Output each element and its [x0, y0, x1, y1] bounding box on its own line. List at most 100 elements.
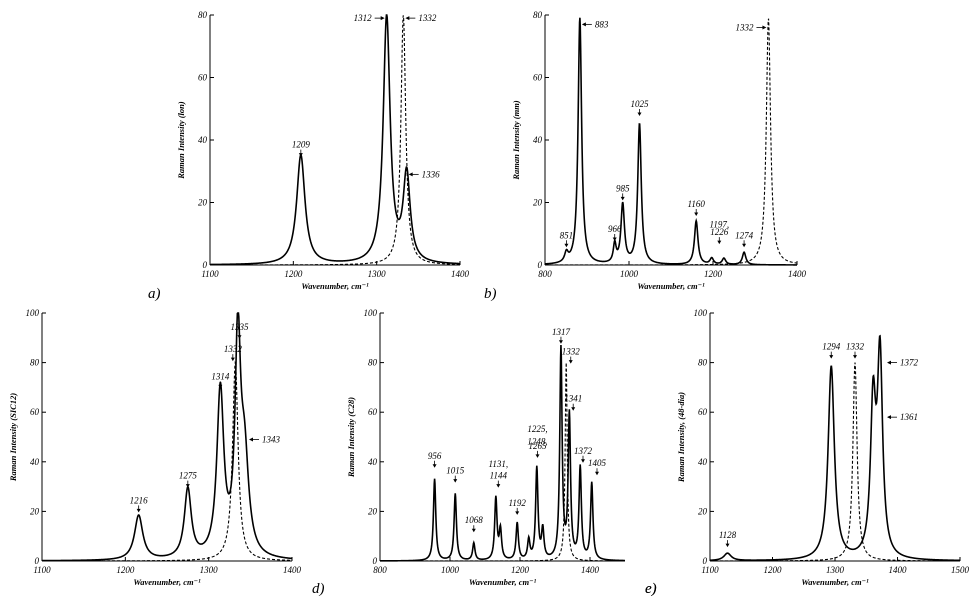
peak-label: 1192: [509, 498, 527, 508]
peak-label: 1317: [552, 327, 571, 337]
y-tick-label: 60: [368, 407, 378, 417]
x-axis-label: Wavenumber, cm⁻¹: [301, 281, 369, 291]
peak-label: 1275: [179, 471, 198, 481]
y-tick-label: 0: [538, 260, 543, 270]
y-axis-label: Raman Intensity (lon): [176, 101, 186, 180]
x-tick-label: 800: [538, 269, 552, 279]
x-tick-label: 1200: [116, 565, 135, 575]
peak-arrowhead: [230, 357, 235, 362]
y-tick-label: 20: [533, 198, 543, 208]
x-axis-label: Wavenumber, cm⁻¹: [637, 281, 705, 291]
y-tick-label: 100: [26, 308, 40, 318]
x-tick-label: 1000: [441, 565, 460, 575]
y-axis-label: Raman Intensity (mm): [511, 100, 521, 181]
x-tick-label: 1100: [33, 565, 51, 575]
peak-label: 1343: [262, 434, 281, 444]
y-axis-label: Raman Intensity (SIC12): [8, 393, 18, 482]
peak-label: 1131,: [489, 459, 509, 469]
panel-label: e): [645, 581, 657, 596]
series-line-structure: [41, 312, 293, 562]
peak-arrowhead: [853, 355, 857, 359]
y-tick-label: 100: [364, 308, 378, 318]
panel-4: 1100 1200 1300 1400 1500 0 20 40 60 80 100 Wavenumb…: [645, 308, 970, 596]
panel-1: 800 1000 1200 1400 0 20 40 60 80 Wavenumber, cm⁻¹…: [484, 10, 807, 302]
y-tick-label: 60: [533, 73, 543, 83]
peak-label: 1405: [588, 458, 607, 468]
x-tick-label: 1200: [764, 565, 783, 575]
y-tick-label: 60: [698, 407, 708, 417]
peak-label: 1314: [211, 371, 230, 381]
peak-label: 1025: [631, 99, 650, 109]
series-line-diamond: [710, 362, 960, 562]
x-tick-label: 1400: [451, 269, 470, 279]
x-tick-label: 1400: [788, 269, 807, 279]
peak-arrowhead: [717, 240, 722, 245]
y-tick-label: 80: [30, 358, 40, 368]
y-tick-label: 20: [198, 198, 208, 208]
peak-arrowhead: [496, 484, 501, 488]
y-tick-label: 40: [30, 457, 40, 467]
peak-arrowhead: [887, 415, 891, 420]
y-tick-label: 80: [198, 10, 208, 20]
x-tick-label: 1400: [889, 565, 908, 575]
x-tick-label: 1000: [620, 269, 639, 279]
y-tick-label: 40: [698, 457, 708, 467]
peak-arrowhead: [742, 243, 747, 248]
peak-label: 1294: [822, 342, 841, 352]
y-tick-label: 20: [368, 506, 378, 516]
peak-arrowhead: [581, 459, 585, 463]
series-line-structure: [544, 17, 797, 266]
y-axis-label: Raman Intensity (C28): [346, 397, 356, 478]
peak-arrowhead: [725, 543, 730, 548]
y-tick-label: 0: [373, 556, 378, 566]
peak-label: 1248,: [527, 436, 547, 446]
peak-arrowhead: [237, 335, 242, 339]
y-tick-label: 60: [30, 407, 40, 417]
peak-arrowhead: [298, 153, 303, 157]
x-tick-label: 1100: [201, 269, 219, 279]
peak-arrowhead: [568, 360, 573, 364]
peak-label: 1312: [354, 13, 373, 23]
peak-arrowhead: [762, 25, 767, 30]
peak-label: 1226: [710, 227, 729, 237]
x-tick-label: 1500: [951, 565, 970, 575]
peak-arrowhead: [637, 112, 642, 116]
peak-label: 1361: [900, 412, 918, 422]
peak-label: 1332: [846, 342, 865, 352]
panel-label: d): [312, 581, 325, 596]
y-tick-label: 80: [698, 358, 708, 368]
peak-label: 1372: [574, 446, 593, 456]
peak-label: 1332: [224, 344, 243, 354]
y-tick-label: 0: [35, 556, 40, 566]
x-tick-label: 800: [373, 565, 387, 575]
peak-label: 1128: [719, 530, 737, 540]
peak-label: 985: [616, 183, 630, 193]
y-tick-label: 80: [368, 358, 378, 368]
series-line-diamond: [210, 15, 461, 266]
panel-0: 1100 1200 1300 1400 0 20 40 60 80 Wavenumber, cm⁻…: [148, 10, 470, 302]
peak-label: 956: [428, 451, 442, 461]
x-tick-label: 1200: [511, 565, 530, 575]
peak-arrowhead: [829, 355, 834, 359]
peak-arrowhead: [453, 479, 458, 483]
peak-label: 1144: [490, 471, 508, 481]
x-tick-label: 1200: [704, 269, 723, 279]
y-tick-label: 40: [368, 457, 378, 467]
panel-label: b): [484, 286, 497, 302]
series-line-diamond: [42, 360, 293, 562]
x-tick-label: 1100: [701, 565, 719, 575]
peak-label: 1197,: [710, 220, 730, 230]
series-line-structure: [709, 334, 961, 562]
peak-label: 1335: [231, 322, 250, 332]
x-tick-label: 1300: [826, 565, 845, 575]
peak-label: 1274: [735, 230, 754, 240]
panel-label: e): [645, 581, 657, 596]
peak-arrowhead: [612, 237, 617, 241]
peak-label: 1332: [418, 13, 437, 23]
y-tick-label: 100: [694, 308, 708, 318]
peak-label: 1216: [130, 495, 149, 505]
x-tick-label: 1300: [368, 269, 387, 279]
peak-label: 1209: [292, 140, 311, 150]
peak-label: 1160: [688, 199, 706, 209]
x-tick-label: 1400: [283, 565, 302, 575]
